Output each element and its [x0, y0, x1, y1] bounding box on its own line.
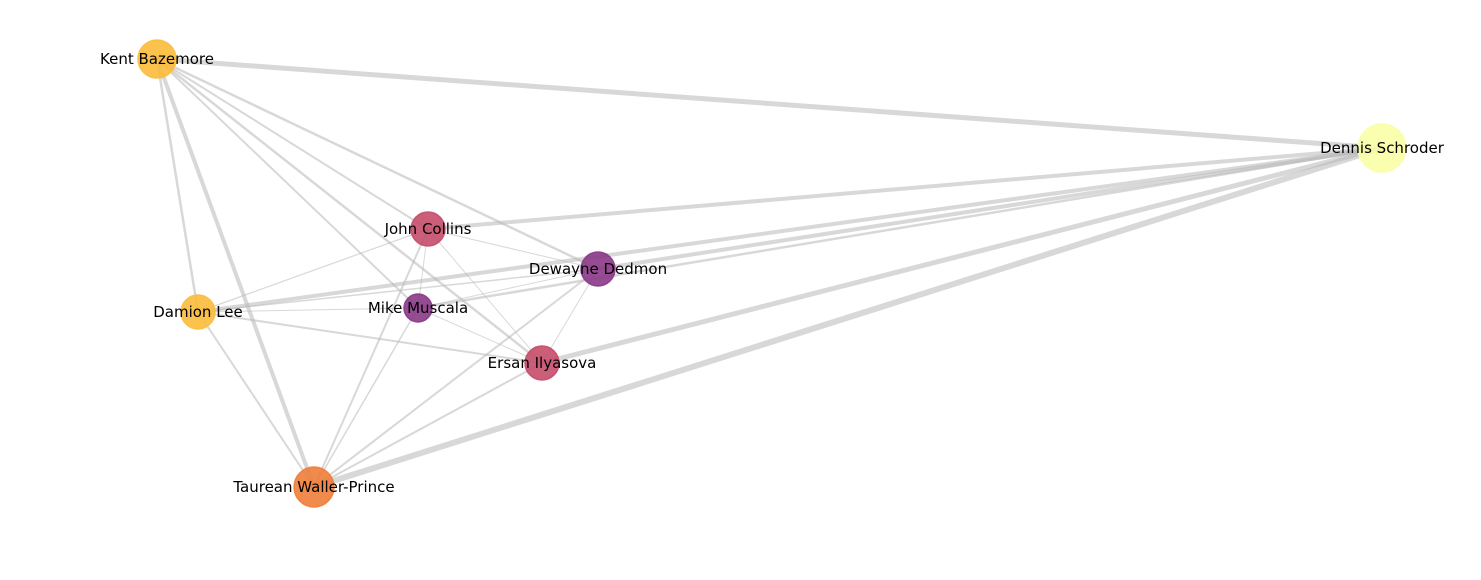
node-label-john: John Collins — [384, 220, 472, 238]
edge-kent-damion — [155, 57, 200, 314]
edge-kent-dennis — [154, 56, 1385, 151]
edge-dewayne-taurean — [313, 268, 599, 488]
edge-layer — [154, 56, 1385, 490]
node-label-ersan: Ersan Ilyasova — [488, 354, 597, 372]
edge-mike-ersan — [417, 307, 543, 364]
edge-dewayne-damion — [197, 268, 599, 313]
node-john[interactable] — [410, 211, 446, 247]
edge-dennis-mike — [416, 146, 1384, 310]
edge-kent-john — [156, 58, 429, 230]
node-layer — [137, 39, 1407, 508]
edge-damion-ersan — [197, 311, 543, 364]
edge-ersan-taurean — [313, 362, 543, 488]
edge-john-dewayne — [427, 228, 599, 270]
edge-dewayne-ersan — [541, 268, 599, 364]
edge-kent-dewayne — [155, 57, 600, 271]
edge-kent-taurean — [155, 57, 316, 489]
node-label-kent: Kent Bazemore — [100, 50, 214, 68]
edge-mike-taurean — [313, 307, 419, 488]
node-label-damion: Damion Lee — [153, 303, 243, 321]
edge-john-taurean — [313, 228, 429, 488]
edge-kent-ersan — [155, 57, 544, 365]
node-kent[interactable] — [137, 39, 177, 79]
node-ersan[interactable] — [524, 345, 560, 381]
node-label-mike: Mike Muscala — [368, 299, 468, 317]
node-dennis[interactable] — [1357, 123, 1407, 173]
edge-john-ersan — [427, 228, 543, 364]
edge-dennis-dewayne — [596, 146, 1384, 271]
edge-damion-mike — [197, 307, 419, 313]
edge-dennis-john — [426, 146, 1384, 231]
edge-dennis-damion — [196, 146, 1384, 314]
edge-damion-taurean — [197, 311, 315, 488]
label-layer: Kent Bazemore Dennis Schroder John Collins… — [100, 50, 1445, 496]
edge-dennis-ersan — [539, 145, 1385, 366]
node-label-dennis: Dennis Schroder — [1320, 139, 1445, 157]
edge-dennis-taurean — [311, 145, 1385, 490]
node-dewayne[interactable] — [580, 251, 616, 287]
edge-kent-mike — [156, 58, 419, 309]
edge-dewayne-mike — [417, 268, 599, 309]
edge-john-damion — [197, 228, 429, 313]
node-taurean[interactable] — [293, 466, 335, 508]
node-mike[interactable] — [403, 293, 433, 323]
node-damion[interactable] — [180, 294, 216, 330]
node-label-dewayne: Dewayne Dedmon — [529, 260, 667, 278]
node-label-taurean: Taurean Waller-Prince — [232, 478, 394, 496]
